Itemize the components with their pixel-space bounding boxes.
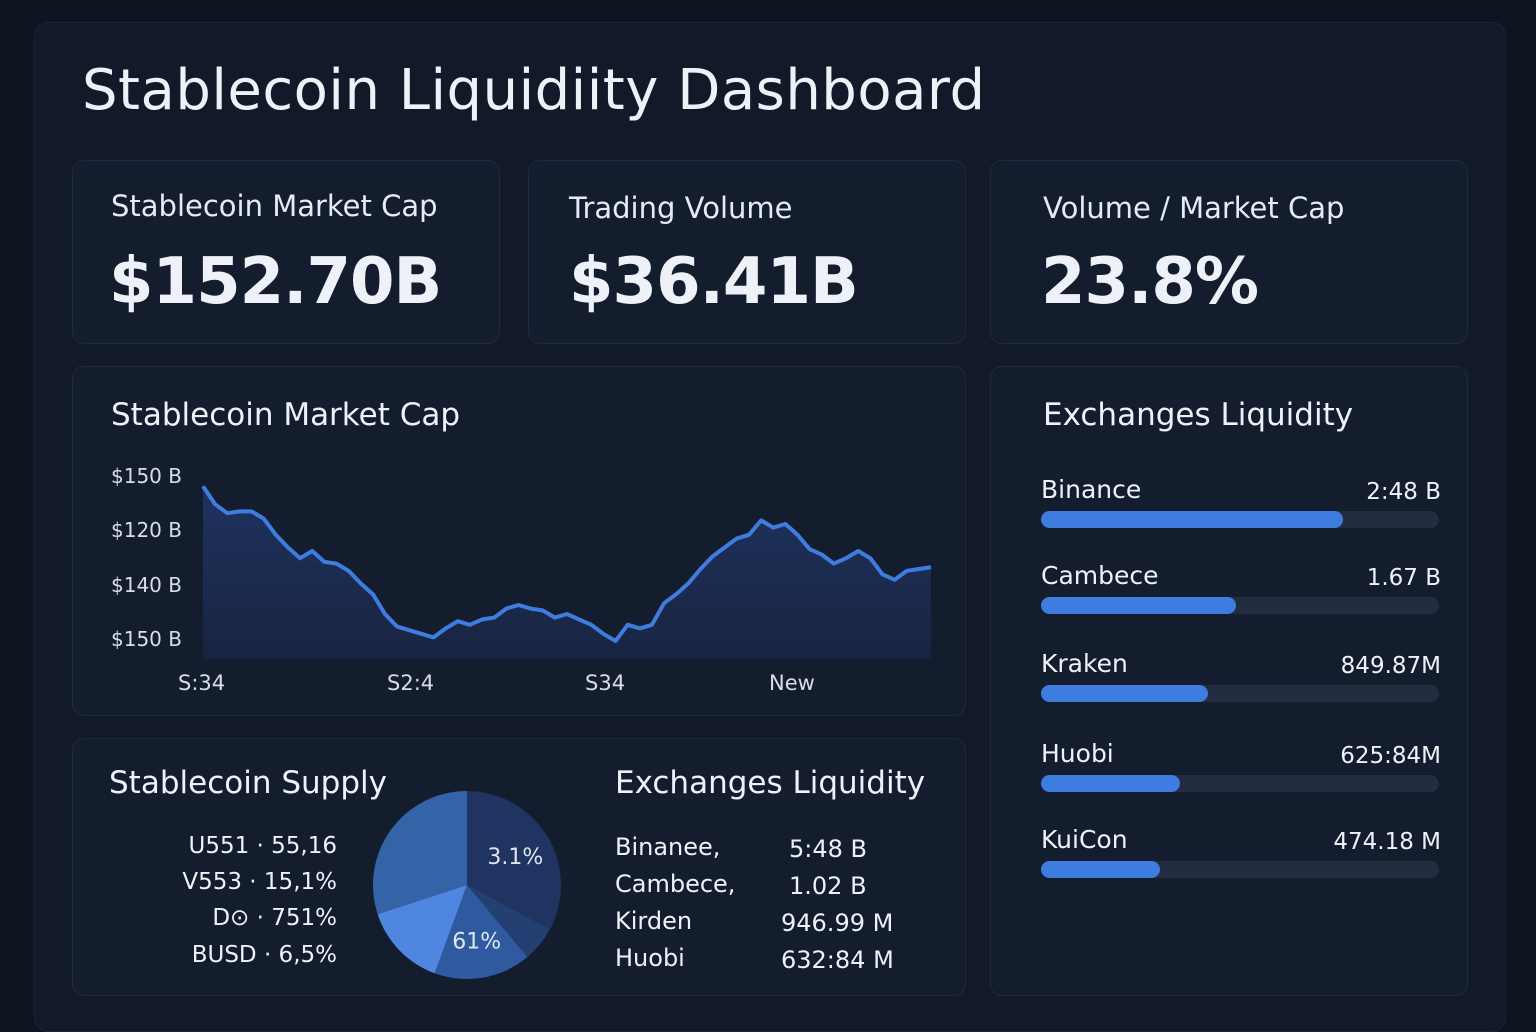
- exchange-table-value: 5:48 B: [789, 835, 867, 863]
- market-cap-line: [201, 485, 932, 643]
- x-tick: New: [769, 671, 815, 695]
- exchange-table-value: 1.02 B: [789, 872, 867, 900]
- exchange-value: 2:48 B: [1366, 479, 1441, 505]
- exchanges-table-title: Exchanges Liquidity: [615, 765, 926, 801]
- market-cap-chart-card: Stablecoin Market Cap $150 B $120 B $140…: [72, 366, 966, 716]
- kpi-label: Stablecoin Market Cap: [111, 189, 438, 223]
- exchange-name: Cambece: [1041, 561, 1159, 590]
- liquidity-bar-fill: [1041, 511, 1344, 528]
- kpi-label: Volume / Market Cap: [1043, 191, 1345, 225]
- exchange-name: Kraken: [1041, 649, 1128, 678]
- pie-slice: [373, 791, 467, 915]
- exchanges-title: Exchanges Liquidity: [1043, 397, 1354, 433]
- liquidity-bar-track: [1041, 775, 1439, 792]
- liquidity-bar-fill: [1041, 775, 1181, 792]
- area-fill: [203, 486, 931, 659]
- liquidity-bar-fill: [1041, 861, 1161, 878]
- x-tick: S2:4: [387, 671, 435, 695]
- liquidity-bar-fill: [1041, 597, 1237, 614]
- y-tick: $150 B: [111, 464, 182, 488]
- pie-slice-label: 61%: [452, 930, 501, 955]
- exchange-table-name: Kirden: [615, 907, 693, 935]
- exchange-table-name: Binanee,: [615, 833, 721, 861]
- kpi-value: $36.41B: [569, 245, 859, 319]
- pie-slice-label: 3.1%: [487, 845, 543, 870]
- supply-card: Stablecoin Supply U551 · 55,16 V553 · 15…: [72, 738, 966, 996]
- exchange-table-value: 632:84 M: [781, 946, 894, 974]
- exchange-value: 625:84M: [1340, 743, 1441, 769]
- kpi-market-cap: Stablecoin Market Cap $152.70B: [72, 160, 500, 344]
- exchange-table-value: 946.99 M: [781, 909, 894, 937]
- legend-item: BUSD · 6,5%: [191, 942, 337, 968]
- kpi-value: 23.8%: [1041, 245, 1259, 319]
- kpi-value: $152.70B: [109, 245, 442, 319]
- y-tick: $120 B: [111, 518, 182, 542]
- page-title: Stablecoin Liquidiity Dashboard: [82, 58, 986, 123]
- exchange-name: KuiCon: [1041, 825, 1128, 854]
- kpi-trading-volume: Trading Volume $36.41B: [528, 160, 966, 344]
- legend-item: U551 · 55,16: [188, 833, 337, 859]
- market-cap-line-chart: [201, 485, 932, 659]
- exchanges-liquidity-card: Exchanges Liquidity Binance 2:48 B Cambe…: [990, 366, 1468, 996]
- exchange-value: 849.87M: [1340, 653, 1441, 679]
- supply-pie-chart: 3.1% 61%: [373, 791, 561, 979]
- y-tick: $140 B: [111, 573, 182, 597]
- liquidity-bar-track: [1041, 597, 1439, 614]
- legend-item: D⊙ · 751%: [212, 905, 337, 931]
- liquidity-bar-track: [1041, 861, 1439, 878]
- chart-title: Stablecoin Market Cap: [111, 397, 461, 433]
- liquidity-bar-track: [1041, 685, 1439, 702]
- y-tick: $150 B: [111, 627, 182, 651]
- x-tick: S:34: [178, 671, 226, 695]
- kpi-label: Trading Volume: [569, 191, 793, 225]
- kpi-volume-ratio: Volume / Market Cap 23.8%: [990, 160, 1468, 344]
- pie-slice: [467, 791, 561, 930]
- x-tick: S34: [585, 671, 626, 695]
- pie-slice: [434, 885, 528, 979]
- supply-legend: U551 · 55,16 V553 · 15,1% D⊙ · 751% BUSD…: [163, 833, 337, 973]
- exchange-value: 1.67 B: [1366, 565, 1441, 591]
- legend-item: V553 · 15,1%: [182, 869, 337, 895]
- pie-slice: [467, 885, 550, 958]
- exchange-table-name: Cambece,: [615, 870, 736, 898]
- pie-slice: [377, 885, 467, 974]
- exchange-value: 474.18 M: [1333, 829, 1441, 855]
- exchange-name: Binance: [1041, 475, 1142, 504]
- liquidity-bar-track: [1041, 511, 1439, 528]
- supply-title: Stablecoin Supply: [109, 765, 387, 801]
- liquidity-bar-fill: [1041, 685, 1209, 702]
- exchange-name: Huobi: [1041, 739, 1114, 768]
- exchange-table-name: Huobi: [615, 944, 685, 972]
